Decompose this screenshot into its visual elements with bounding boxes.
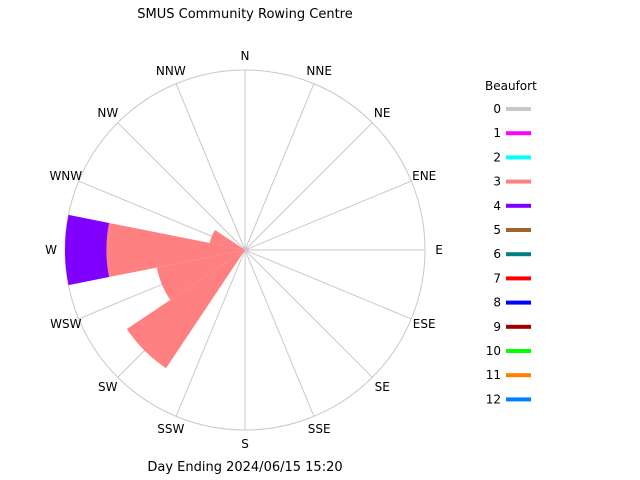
direction-label-sse: SSE	[308, 422, 331, 436]
chart-footer: Day Ending 2024/06/15 15:20	[147, 460, 343, 475]
petal-sw-b3	[126, 250, 245, 369]
grid-spoke-sse	[244, 249, 315, 417]
direction-label-ene: ENE	[412, 169, 436, 183]
direction-label-ese: ESE	[413, 317, 436, 331]
legend-label-3: 3	[493, 175, 501, 189]
legend-label-4: 4	[493, 199, 501, 213]
direction-label-n: N	[241, 49, 250, 63]
petal-w-b3	[106, 223, 245, 277]
legend-swatch-0	[506, 107, 531, 111]
legend-label-9: 9	[493, 320, 501, 334]
legend-title: Beaufort	[485, 79, 537, 93]
legend-label-7: 7	[493, 271, 501, 285]
direction-label-w: W	[45, 243, 57, 257]
legend-swatch-7	[506, 276, 531, 281]
legend-label-5: 5	[493, 223, 501, 237]
grid-spoke-ene	[244, 180, 412, 251]
legend-label-6: 6	[493, 247, 501, 261]
grid-spoke-ne	[244, 122, 373, 251]
direction-label-se: SE	[375, 380, 390, 394]
legend-swatch-11	[506, 373, 531, 378]
petal-wsw-b3	[156, 250, 245, 300]
direction-labels: N NNE NE ENE E ESE SE SSE S SSW SW WSW W WNW NW NNW	[45, 49, 443, 451]
direction-label-e: E	[435, 243, 443, 257]
direction-label-nnw: NNW	[156, 64, 186, 78]
grid-spoke-se	[244, 249, 373, 378]
legend-label-1: 1	[493, 126, 501, 140]
direction-label-nw: NW	[97, 106, 118, 120]
direction-label-nne: NNE	[306, 64, 332, 78]
grid-spoke-nnw	[175, 83, 246, 251]
legend-swatch-3	[506, 179, 531, 184]
legend-swatch-12	[506, 397, 531, 402]
direction-label-ne: NE	[374, 106, 391, 120]
legend-swatch-10	[506, 349, 531, 353]
legend-swatch-1	[506, 131, 531, 136]
legend-swatch-4	[506, 203, 531, 208]
legend-swatch-9	[506, 324, 531, 329]
legend-swatch-5	[506, 228, 531, 232]
legend-label-0: 0	[493, 102, 501, 116]
petal-wnw-b3	[209, 230, 245, 250]
legend-label-2: 2	[493, 150, 501, 164]
legend-label-8: 8	[493, 296, 501, 310]
legend-label-12: 12	[486, 392, 501, 406]
grid-spoke-ese	[244, 249, 412, 320]
legend-label-11: 11	[486, 368, 501, 382]
grid-spoke-ssw	[175, 249, 246, 417]
direction-label-wnw: WNW	[49, 169, 82, 183]
grid-spoke-nw	[117, 122, 246, 251]
legend-swatch-8	[506, 300, 531, 305]
petals	[65, 214, 245, 369]
legend-swatch-2	[506, 155, 531, 160]
direction-label-wsw: WSW	[50, 317, 81, 331]
petal-w-b4	[65, 214, 110, 286]
legend-label-10: 10	[486, 344, 501, 358]
direction-label-s: S	[241, 437, 249, 451]
chart-title: SMUS Community Rowing Centre	[137, 7, 353, 22]
legend-swatch-6	[506, 252, 531, 257]
direction-label-sw: SW	[98, 380, 118, 394]
grid-spoke-nne	[244, 83, 315, 251]
direction-label-ssw: SSW	[157, 422, 184, 436]
